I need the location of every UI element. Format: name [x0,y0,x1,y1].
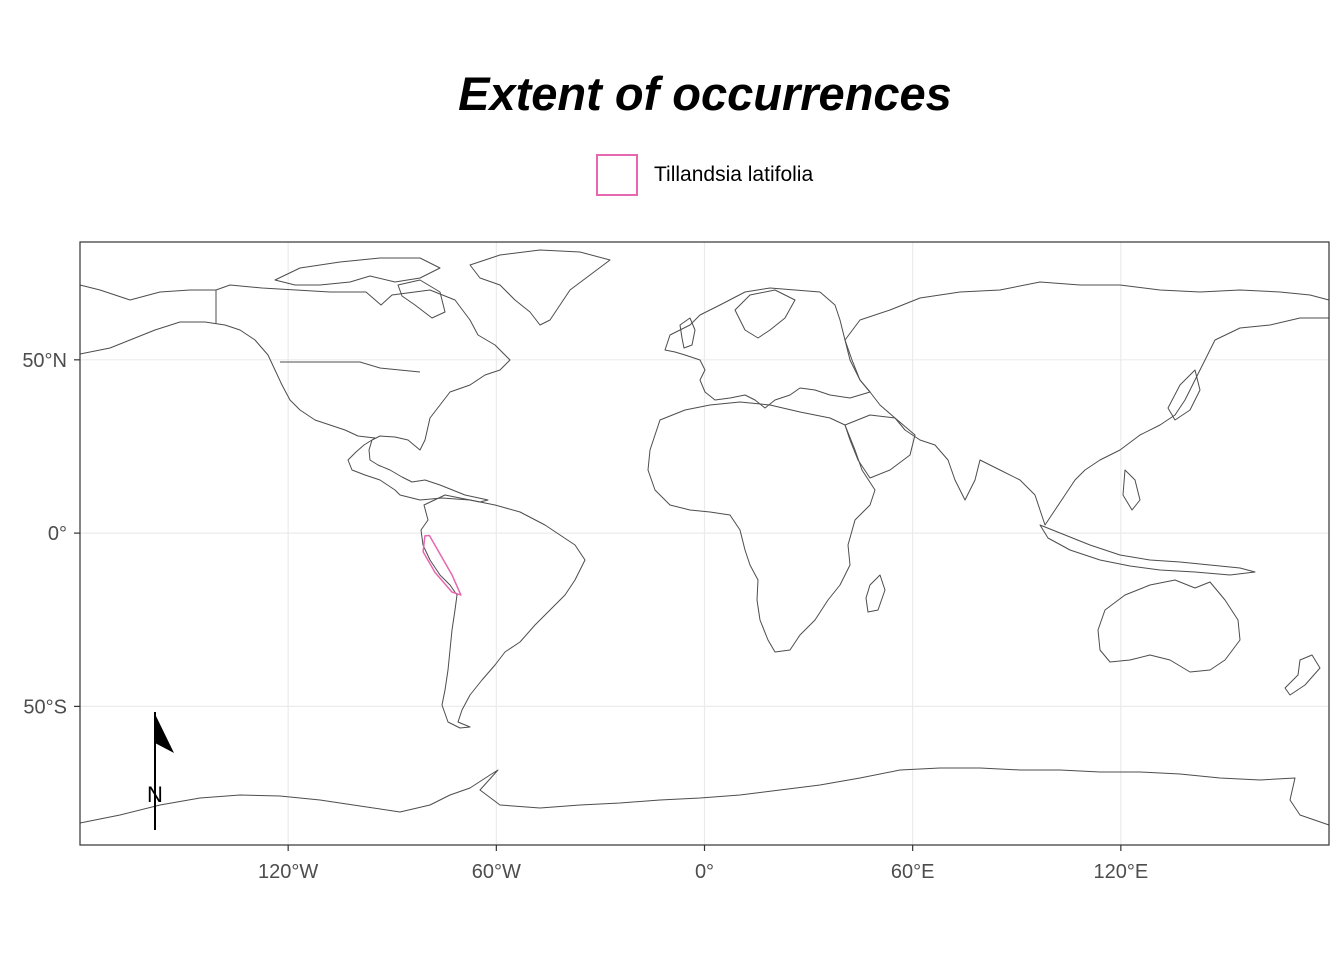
axis-tick-labels: 120°W 60°W 0° 60°E 120°E 50°N 0° 50°S [22,350,1148,883]
north-arrow-head-icon [155,714,174,753]
arabia-outline [844,414,916,479]
europe-outline [664,287,871,409]
north-arrow-label: N [147,782,163,807]
indonesia-outline [1039,524,1256,576]
japan-outline [1167,369,1201,421]
north-america-outline [79,284,511,503]
philippines-outline [1122,469,1141,511]
x-tick-label: 0° [695,861,714,883]
antarctica-outline [79,767,1330,826]
us-canada-border [280,361,421,373]
country-outlines [79,249,1330,826]
legend: Tillandsia latifolia [596,152,813,198]
border-lines [215,290,421,373]
baffin-outline [397,279,446,319]
new-zealand-outline [1284,654,1321,696]
britain-outline [679,317,696,349]
x-tick-label: 60°E [891,861,935,883]
south-america-outline [420,494,586,729]
arctic-islands-outline [274,257,441,286]
australia-outline [1097,579,1241,673]
greenland-outline [469,249,611,326]
map-title: Extent of occurrences [458,67,952,120]
x-tick-label: 120°W [258,861,318,883]
north-arrow: N [147,712,174,830]
asia-outline [844,281,1330,526]
y-tick-label: 0° [48,523,67,545]
x-tick-label: 120°E [1093,861,1148,883]
y-tick-label: 50°N [22,350,67,372]
legend-label: Tillandsia latifolia [654,163,814,186]
legend-key-swatch [596,154,638,196]
extent-polygon-layer [422,534,462,596]
africa-outline [647,401,876,653]
y-tick-label: 50°S [23,696,67,718]
scandinavia-outline [734,289,796,339]
madagascar-outline [865,574,886,613]
x-tick-label: 60°W [472,861,521,883]
extent-polygon [422,534,462,596]
graticule [80,242,1329,845]
